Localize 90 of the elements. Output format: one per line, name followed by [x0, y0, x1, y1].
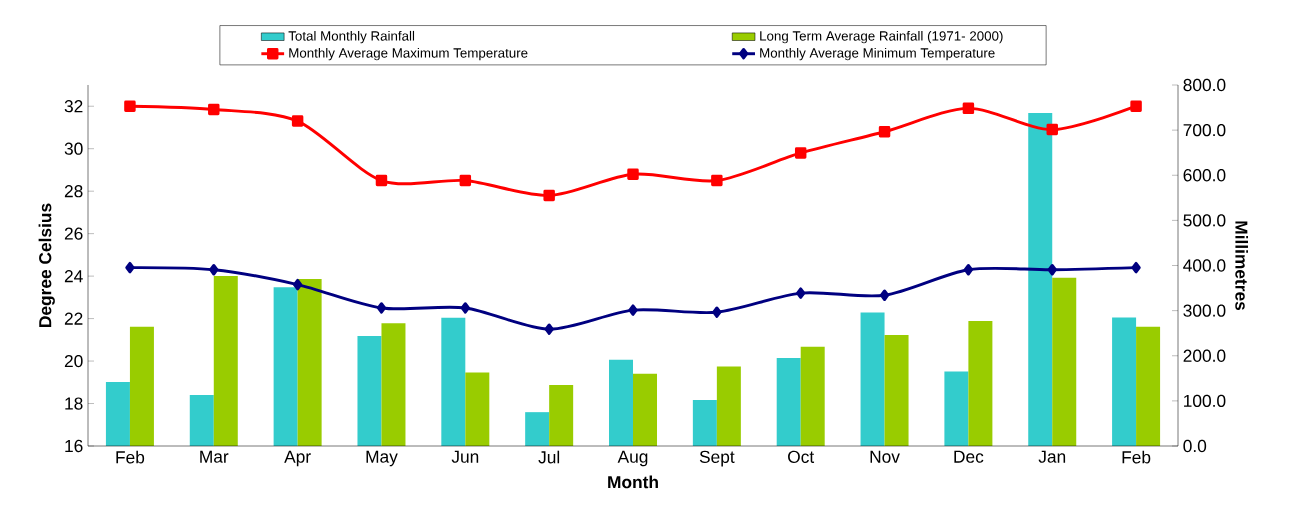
bar: [692, 399, 717, 446]
point: [628, 304, 638, 316]
x-tick-label: Sept: [699, 450, 735, 467]
y-tick-label: 18: [65, 397, 83, 410]
legend-label: Total Monthly Rainfall: [288, 30, 415, 44]
point: [291, 115, 304, 127]
bar: [716, 366, 741, 446]
x-tick-label: Jan: [1038, 450, 1066, 463]
bar: [609, 359, 634, 446]
bar: [297, 279, 322, 446]
legend-label: Monthly Average Minimum Temperature: [760, 47, 995, 61]
bar: [525, 412, 550, 446]
y-tick-label: 28: [64, 185, 83, 198]
y2-tick-label: 100.0: [1184, 394, 1226, 408]
bar: [105, 381, 130, 446]
bar: [465, 372, 490, 446]
point: [460, 302, 470, 314]
x-tick-label: Mar: [200, 450, 229, 463]
y2-tick-label: 800.0: [1183, 78, 1226, 92]
point: [796, 287, 806, 299]
y2-tick-label: 500.0: [1183, 214, 1226, 227]
point: [124, 100, 136, 112]
x-axis-title: Month: [608, 475, 658, 489]
point: [1046, 123, 1058, 136]
x-tick-label: Oct: [788, 450, 815, 463]
y-tick-label: 24: [64, 270, 83, 283]
bar: [189, 395, 214, 446]
y2-tick-label: 600.0: [1183, 169, 1226, 182]
bar: [129, 326, 154, 446]
point: [878, 125, 891, 138]
y2-axis-title: Millimetres: [1235, 221, 1248, 311]
point: [879, 289, 890, 301]
bar: [1028, 112, 1053, 446]
point: [627, 168, 639, 180]
y2-tick-label: 0.0: [1183, 439, 1207, 453]
point: [794, 147, 807, 159]
y2-tick-label: 400.0: [1183, 259, 1226, 272]
bar: [549, 385, 574, 446]
bar: [944, 371, 969, 446]
point: [963, 264, 974, 276]
bar: [633, 373, 658, 446]
y-tick-label: 26: [64, 227, 83, 240]
x-tick-label: Feb: [1122, 450, 1151, 464]
point: [209, 264, 219, 276]
x-tick-label: Apr: [284, 450, 311, 467]
x-tick-label: Feb: [116, 450, 145, 464]
point: [1130, 100, 1142, 112]
bar: [357, 335, 382, 446]
x-tick-label: Jul: [538, 450, 560, 464]
bar: [213, 275, 238, 446]
y-tick-label: 16: [65, 439, 83, 453]
point: [1047, 264, 1057, 276]
y-axis-title: Degree Celsius: [38, 203, 55, 327]
point: [544, 323, 554, 335]
bar: [1136, 326, 1161, 446]
bar: [800, 346, 825, 446]
point: [543, 189, 555, 202]
y-tick-label: 30: [64, 142, 83, 155]
legend-label: Monthly Average Maximum Temperature: [289, 47, 528, 61]
bar: [884, 335, 909, 446]
point: [376, 302, 387, 314]
bar: [1052, 277, 1077, 446]
y-tick-label: 22: [64, 312, 83, 325]
bar: [381, 323, 406, 446]
point: [375, 174, 388, 187]
point: [962, 102, 975, 115]
y2-tick-label: 700.0: [1183, 124, 1226, 137]
point: [712, 306, 722, 318]
point: [459, 174, 472, 187]
point: [292, 278, 303, 291]
bar: [1112, 317, 1137, 446]
y2-tick-label: 200.0: [1183, 349, 1226, 362]
point: [1131, 261, 1141, 274]
point: [125, 261, 135, 274]
bar: [968, 321, 993, 446]
point: [711, 174, 723, 187]
bar: [441, 317, 466, 446]
bar: [860, 312, 885, 446]
x-tick-label: May: [366, 450, 398, 467]
bar: [273, 287, 298, 446]
point: [208, 103, 220, 116]
x-tick-label: Jun: [451, 450, 479, 463]
x-tick-label: Nov: [870, 450, 900, 463]
y-tick-label: 32: [64, 100, 83, 113]
legend-label: Long Term Average Rainfall (1971- 2000): [760, 30, 1003, 44]
y2-tick-label: 300.0: [1183, 304, 1226, 317]
x-tick-label: Aug: [617, 450, 648, 467]
y-tick-label: 20: [64, 354, 83, 368]
x-tick-label: Dec: [954, 450, 984, 463]
bar: [776, 358, 801, 446]
